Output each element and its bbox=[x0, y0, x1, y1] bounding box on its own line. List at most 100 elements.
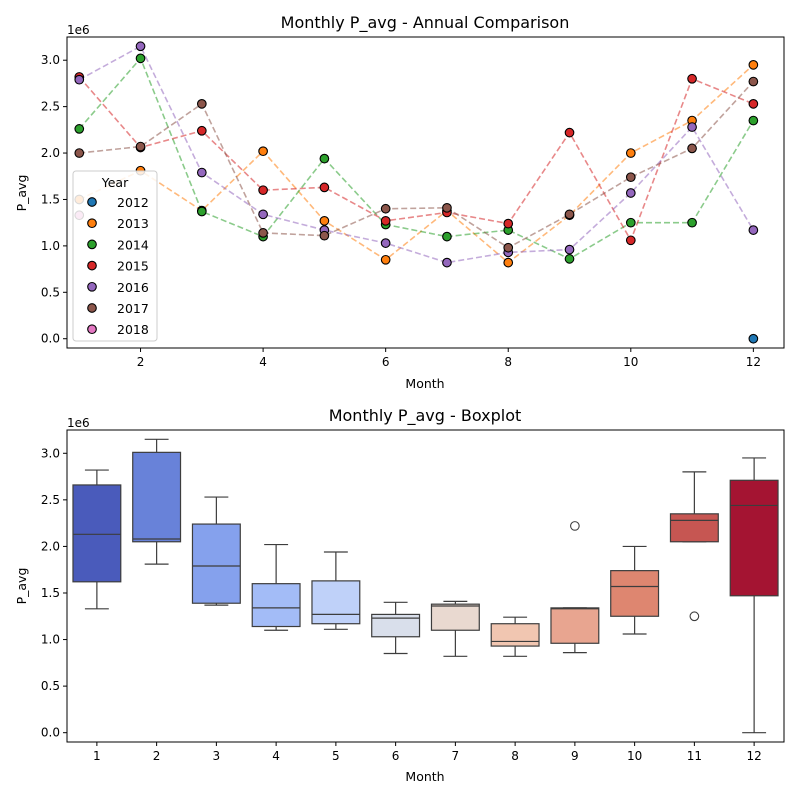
x-tick-label: 5 bbox=[332, 749, 340, 763]
x-tick-label: 8 bbox=[511, 749, 519, 763]
x-tick-label: 1 bbox=[93, 749, 101, 763]
y-tick-label: 1.5 bbox=[41, 586, 60, 600]
boxplot-chart-y-axis-label: P_avg bbox=[14, 568, 29, 605]
data-point-2015 bbox=[196, 125, 207, 136]
legend-frame bbox=[72, 170, 158, 342]
series-line-2016 bbox=[78, 45, 755, 264]
legend-marker-2013 bbox=[87, 218, 97, 229]
legend-marker-2018 bbox=[87, 324, 97, 335]
box-month-8 bbox=[490, 623, 540, 647]
series-line-2013 bbox=[78, 64, 754, 264]
data-point-2014 bbox=[625, 217, 636, 228]
y-tick-label: 2.0 bbox=[41, 539, 60, 553]
box-month-12 bbox=[729, 479, 779, 597]
boxplot-chart-plot-area: 0.00.51.01.52.02.53.01 2 3 4 5 6 7 8 9 10 11 12 bbox=[41, 429, 785, 763]
box-month-10 bbox=[610, 570, 660, 617]
boxplot-chart-offset-text: 1e6 bbox=[67, 416, 90, 430]
data-point-2015 bbox=[625, 235, 636, 246]
y-tick-label: 2.5 bbox=[41, 493, 60, 507]
legend-marker-2016 bbox=[87, 281, 97, 292]
boxplot-chart-frame bbox=[66, 429, 785, 743]
box-outlier bbox=[570, 521, 580, 531]
data-point-2017 bbox=[687, 143, 697, 154]
box-month-1 bbox=[72, 484, 122, 583]
data-point-2017 bbox=[380, 203, 391, 214]
data-point-2013 bbox=[319, 215, 330, 226]
legend-label-2017: 2017 bbox=[117, 301, 149, 316]
x-tick-label: 6 bbox=[382, 355, 390, 369]
data-point-2014 bbox=[687, 217, 697, 228]
data-point-2016 bbox=[380, 238, 391, 248]
x-tick-label: 8 bbox=[504, 355, 512, 369]
data-point-2013 bbox=[748, 60, 759, 70]
data-point-2017 bbox=[135, 141, 146, 152]
box-month-11 bbox=[669, 513, 719, 543]
series-line-2014 bbox=[78, 56, 755, 260]
data-point-2015 bbox=[380, 215, 391, 226]
box-month-3 bbox=[191, 523, 241, 604]
data-point-2014 bbox=[319, 153, 330, 164]
data-point-2016 bbox=[135, 41, 146, 52]
x-tick-label: 12 bbox=[746, 749, 761, 763]
data-point-2015 bbox=[319, 182, 330, 193]
x-tick-label: 4 bbox=[272, 749, 280, 763]
legend-label-2016: 2016 bbox=[117, 280, 149, 295]
y-tick-label: 1.0 bbox=[41, 633, 60, 647]
x-tick-label: 3 bbox=[213, 749, 221, 763]
legend-label-2012: 2012 bbox=[117, 195, 149, 210]
x-tick-label: 10 bbox=[627, 749, 642, 763]
data-point-2016 bbox=[442, 257, 452, 268]
data-point-2013 bbox=[258, 146, 268, 157]
data-point-2014 bbox=[74, 124, 85, 134]
data-point-2017 bbox=[503, 242, 514, 253]
data-point-2017 bbox=[748, 76, 759, 87]
data-point-2016 bbox=[625, 188, 636, 198]
box-month-2 bbox=[132, 451, 182, 543]
data-point-2015 bbox=[258, 185, 268, 196]
line-chart: Monthly P_avg - Annual Comparison 1e6 0.… bbox=[14, 13, 785, 391]
line-chart-offset-text: 1e6 bbox=[67, 23, 90, 37]
data-point-2016 bbox=[748, 225, 759, 235]
y-tick-label: 1.5 bbox=[41, 192, 60, 206]
data-point-2017 bbox=[74, 148, 85, 158]
x-tick-label: 10 bbox=[623, 355, 638, 369]
y-tick-label: 3.0 bbox=[41, 53, 60, 67]
data-point-2016 bbox=[258, 209, 268, 220]
data-point-2015 bbox=[748, 98, 759, 109]
x-tick-label: 2 bbox=[153, 749, 161, 763]
data-point-2013 bbox=[625, 148, 636, 158]
data-point-2015 bbox=[564, 127, 575, 138]
x-tick-label: 2 bbox=[137, 355, 145, 369]
y-tick-label: 1.0 bbox=[41, 239, 60, 253]
x-tick-label: 9 bbox=[571, 749, 579, 763]
data-point-2016 bbox=[196, 167, 207, 178]
box-month-5 bbox=[311, 580, 361, 625]
box-month-4 bbox=[251, 583, 301, 628]
data-point-2014 bbox=[748, 115, 759, 126]
data-point-2015 bbox=[503, 218, 514, 229]
legend-marker-2012 bbox=[87, 197, 97, 207]
legend-title: Year bbox=[101, 175, 129, 190]
legend-marker-2017 bbox=[87, 303, 97, 313]
data-point-2012 bbox=[748, 333, 759, 344]
data-point-2014 bbox=[442, 231, 452, 242]
line-chart-x-axis-label: Month bbox=[405, 376, 444, 391]
y-tick-label: 3.0 bbox=[41, 446, 60, 460]
box-month-6 bbox=[371, 613, 421, 638]
data-point-2017 bbox=[258, 228, 268, 238]
x-tick-label: 6 bbox=[392, 749, 400, 763]
data-point-2017 bbox=[442, 202, 452, 213]
boxplot-chart-x-axis-label: Month bbox=[405, 769, 444, 784]
data-point-2014 bbox=[196, 206, 207, 217]
data-point-2015 bbox=[687, 73, 697, 84]
legend-label-2014: 2014 bbox=[117, 237, 149, 252]
data-point-2016 bbox=[564, 244, 575, 255]
legend-marker-2014 bbox=[87, 239, 97, 250]
line-chart-title: Monthly P_avg - Annual Comparison bbox=[281, 13, 570, 33]
legend-label-2015: 2015 bbox=[117, 259, 149, 274]
box-month-9 bbox=[550, 607, 600, 644]
y-tick-label: 0.5 bbox=[41, 679, 60, 693]
data-point-2016 bbox=[687, 122, 697, 132]
data-point-2017 bbox=[625, 172, 636, 183]
legend-label-2018: 2018 bbox=[117, 322, 149, 337]
